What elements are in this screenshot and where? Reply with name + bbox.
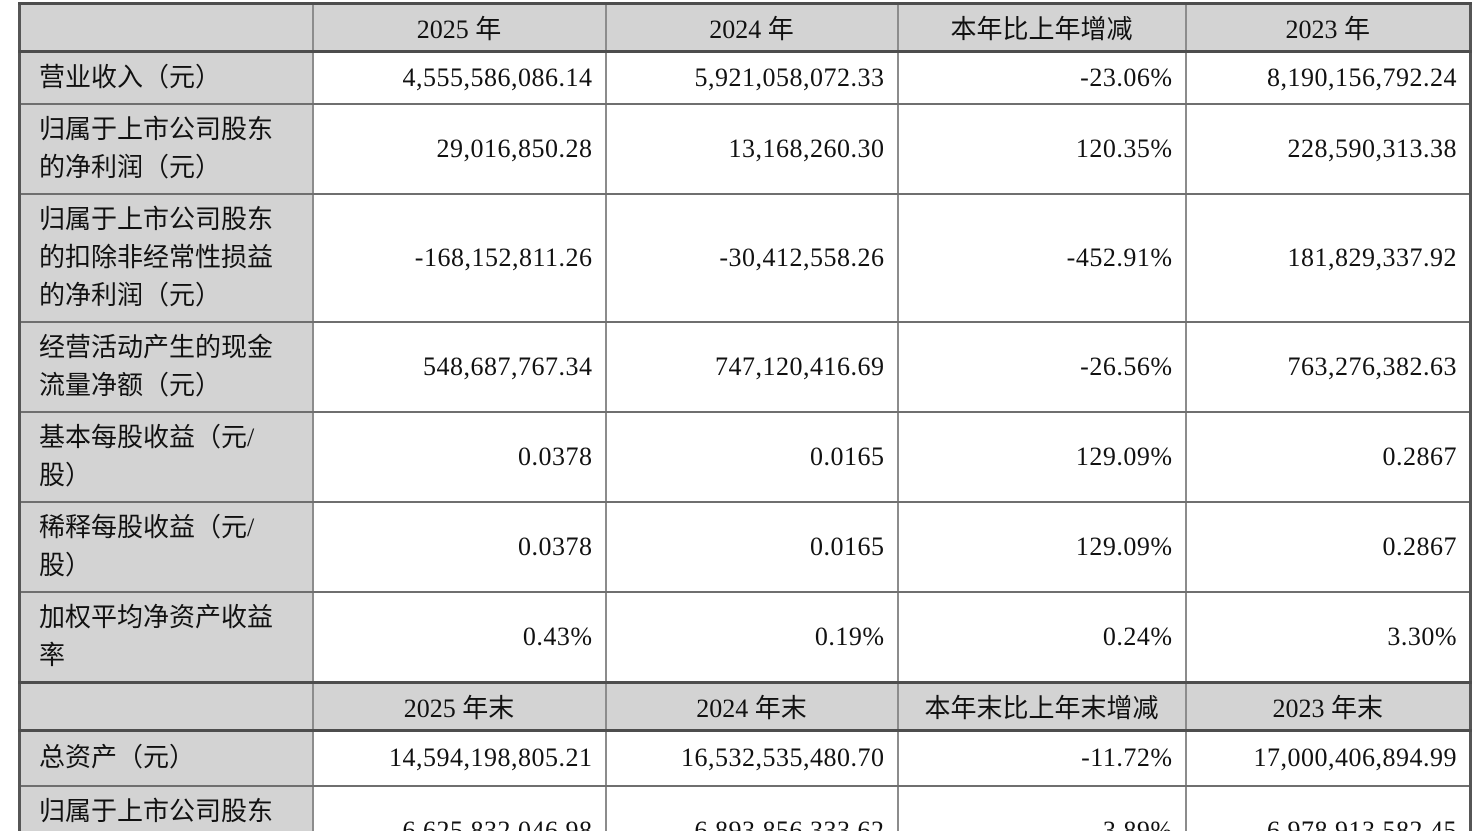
cell-value: 29,016,850.28 <box>311 103 607 195</box>
cell-value: 181,829,337.92 <box>1184 193 1472 323</box>
row-label: 稀释每股收益（元/股） <box>18 501 314 593</box>
cell-value: 6,978,913,582.45 <box>1184 784 1472 831</box>
cell-value: 6,625,832,046.98 <box>311 784 607 831</box>
cell-value: 129.09% <box>896 411 1187 503</box>
header-cell-blank <box>18 681 314 732</box>
cell-value: 5,921,058,072.33 <box>604 50 899 105</box>
row-label: 总资产（元） <box>18 729 314 787</box>
column-header-2024-end: 2024 年末 <box>604 681 899 732</box>
cell-value: 747,120,416.69 <box>604 321 899 413</box>
cell-value: 6,893,856,333.62 <box>604 784 899 831</box>
column-header-2025: 2025 年 <box>311 2 607 53</box>
cell-value: 0.0165 <box>604 501 899 593</box>
cell-value: 16,532,535,480.70 <box>604 729 899 787</box>
table-header-row-period-end: 2025 年末 2024 年末 本年末比上年末增减 2023 年末 <box>18 681 1472 732</box>
cell-value: 0.19% <box>604 591 899 684</box>
column-header-2025-end: 2025 年末 <box>311 681 607 732</box>
cell-value: 14,594,198,805.21 <box>311 729 607 787</box>
cell-value: 13,168,260.30 <box>604 103 899 195</box>
cell-value: -452.91% <box>896 193 1187 323</box>
row-label: 营业收入（元） <box>18 50 314 105</box>
column-header-yoy-change: 本年比上年增减 <box>896 2 1187 53</box>
row-label: 经营活动产生的现金流量净额（元） <box>18 321 314 413</box>
column-header-2023: 2023 年 <box>1184 2 1472 53</box>
cell-value: -3.89% <box>896 784 1187 831</box>
column-header-yearend-change: 本年末比上年末增减 <box>896 681 1187 732</box>
cell-value: 120.35% <box>896 103 1187 195</box>
table-row-weighted-avg-roe: 加权平均净资产收益率 0.43% 0.19% 0.24% 3.30% <box>18 591 1472 684</box>
cell-value: 3.30% <box>1184 591 1472 684</box>
cell-value: 129.09% <box>896 501 1187 593</box>
cell-value: -23.06% <box>896 50 1187 105</box>
cell-value: 0.0165 <box>604 411 899 503</box>
cell-value: 0.0378 <box>311 501 607 593</box>
cell-value: 228,590,313.38 <box>1184 103 1472 195</box>
table-row-operating-cash-flow: 经营活动产生的现金流量净额（元） 548,687,767.34 747,120,… <box>18 321 1472 413</box>
cell-value: 0.0378 <box>311 411 607 503</box>
row-label: 加权平均净资产收益率 <box>18 591 314 684</box>
table-row-revenue: 营业收入（元） 4,555,586,086.14 5,921,058,072.3… <box>18 50 1472 105</box>
table-row-diluted-eps: 稀释每股收益（元/股） 0.0378 0.0165 129.09% 0.2867 <box>18 501 1472 593</box>
row-label: 归属于上市公司股东的净利润（元） <box>18 103 314 195</box>
table-header-row-period: 2025 年 2024 年 本年比上年增减 2023 年 <box>18 2 1472 53</box>
row-label: 基本每股收益（元/股） <box>18 411 314 503</box>
cell-value: 0.43% <box>311 591 607 684</box>
row-label: 归属于上市公司股东的扣除非经常性损益的净利润（元） <box>18 193 314 323</box>
cell-value: -11.72% <box>896 729 1187 787</box>
column-header-2024: 2024 年 <box>604 2 899 53</box>
table-row-net-assets: 归属于上市公司股东的净资产（元） 6,625,832,046.98 6,893,… <box>18 784 1472 831</box>
header-cell-blank <box>18 2 314 53</box>
cell-value: 0.24% <box>896 591 1187 684</box>
cell-value: -26.56% <box>896 321 1187 413</box>
cell-value: 0.2867 <box>1184 411 1472 503</box>
table-row-net-profit-ex-nonrecurring: 归属于上市公司股东的扣除非经常性损益的净利润（元） -168,152,811.2… <box>18 193 1472 323</box>
financial-summary-table: 2025 年 2024 年 本年比上年增减 2023 年 营业收入（元） 4,5… <box>18 2 1472 831</box>
cell-value: 548,687,767.34 <box>311 321 607 413</box>
table-row-basic-eps: 基本每股收益（元/股） 0.0378 0.0165 129.09% 0.2867 <box>18 411 1472 503</box>
table-row-total-assets: 总资产（元） 14,594,198,805.21 16,532,535,480.… <box>18 729 1472 787</box>
cell-value: 4,555,586,086.14 <box>311 50 607 105</box>
cell-value: 17,000,406,894.99 <box>1184 729 1472 787</box>
column-header-2023-end: 2023 年末 <box>1184 681 1472 732</box>
cell-value: -168,152,811.26 <box>311 193 607 323</box>
table-row-net-profit: 归属于上市公司股东的净利润（元） 29,016,850.28 13,168,26… <box>18 103 1472 195</box>
cell-value: 763,276,382.63 <box>1184 321 1472 413</box>
row-label: 归属于上市公司股东的净资产（元） <box>18 784 314 831</box>
cell-value: 8,190,156,792.24 <box>1184 50 1472 105</box>
cell-value: -30,412,558.26 <box>604 193 899 323</box>
cell-value: 0.2867 <box>1184 501 1472 593</box>
